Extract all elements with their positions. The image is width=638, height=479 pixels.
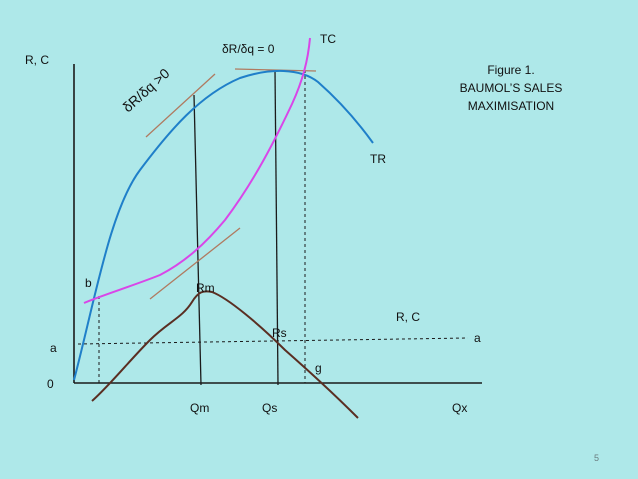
slope-zero-label: δR/δq = 0 (222, 42, 275, 56)
figure-title: Figure 1. (487, 63, 534, 77)
profit-curve (91, 290, 359, 419)
g-label: g (315, 361, 322, 375)
page-number: 5 (594, 453, 599, 463)
rs-label: Rs (272, 326, 287, 340)
figure-subtitle-1: BAUMOL’S SALES (460, 81, 563, 95)
tr-label: TR (370, 152, 386, 166)
tangent-tc (149, 227, 241, 300)
b-label: b (85, 276, 92, 290)
tangent-tr-positive-slope (145, 73, 216, 138)
y-axis-label: R, C (25, 53, 49, 67)
tc-label: TC (320, 32, 336, 46)
qx-label: Qx (452, 401, 467, 415)
tr-curve (73, 70, 374, 381)
a-left-label: a (50, 341, 57, 355)
qm-label: Qm (190, 401, 209, 415)
rm-label: Rm (196, 281, 215, 295)
slope-positive-label: δR/δq >0 (119, 65, 172, 115)
qs-label: Qs (262, 401, 277, 415)
tangent-tr-zero-slope (234, 68, 317, 72)
min-profit-line (77, 337, 469, 345)
origin-label: 0 (47, 377, 54, 391)
profit-rc-label: R, C (396, 310, 420, 324)
qs-vertical (274, 69, 279, 386)
tc-curve (83, 37, 311, 304)
qm-vertical (193, 94, 202, 386)
figure-subtitle-2: MAXIMISATION (468, 99, 554, 113)
a-right-label: a (474, 331, 481, 345)
